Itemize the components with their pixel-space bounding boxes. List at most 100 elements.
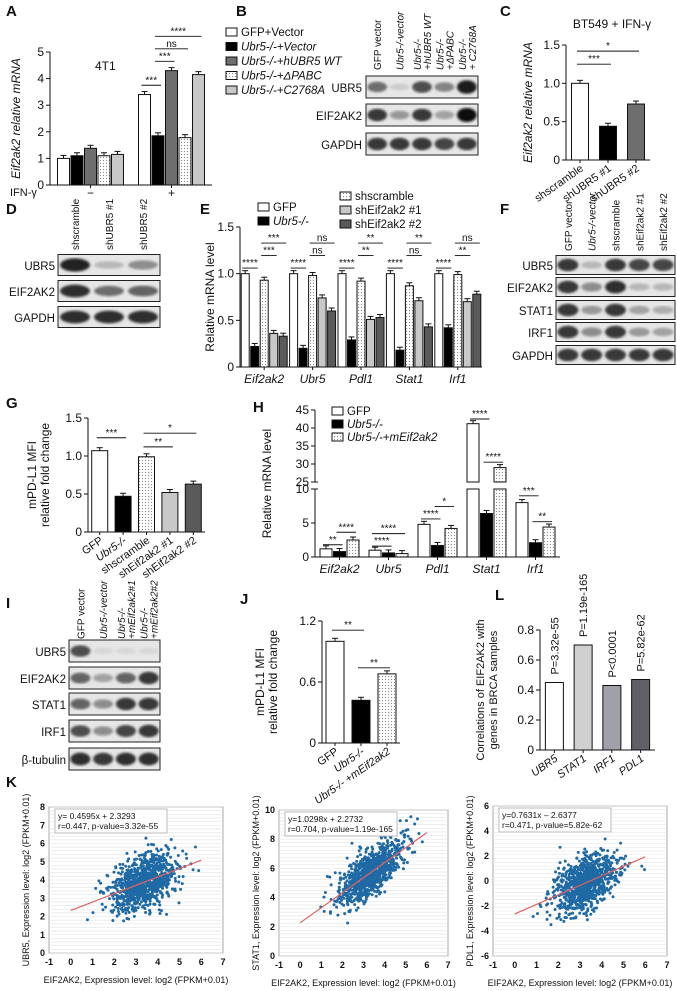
y-tick-label: 1.2 — [299, 614, 316, 628]
scatter-point — [582, 896, 586, 900]
y-tick-label: 3 — [40, 893, 45, 903]
scatter-point — [144, 903, 148, 907]
scatter-point — [382, 854, 386, 858]
chart-title: 4T1 — [95, 59, 116, 73]
y-tick-label: 4 — [40, 875, 45, 885]
significance-label: * — [168, 423, 172, 434]
scatter-point — [370, 867, 374, 871]
scatter-point — [348, 873, 352, 877]
scatter-point — [564, 916, 568, 920]
scatter-point — [364, 850, 368, 854]
scatter-point — [560, 874, 564, 878]
bar — [573, 644, 593, 751]
scatter-point — [360, 885, 364, 889]
scatter-point — [545, 892, 549, 896]
scatter-point — [394, 866, 398, 870]
scatter-point — [570, 871, 574, 875]
scatter-point — [564, 880, 568, 884]
blot-lane-label-line: Ubr5-/- — [140, 607, 151, 639]
y-axis-label: genes in BRCA samples — [488, 630, 500, 749]
scatter-point — [144, 870, 148, 874]
scatter-point — [134, 887, 138, 891]
scatter-point — [588, 856, 592, 860]
scatter-point — [552, 889, 556, 893]
blot-lane-label: shscramble — [612, 199, 623, 251]
blot-row — [68, 747, 161, 771]
scatter-point — [588, 883, 592, 887]
scatter-point — [376, 841, 380, 845]
y-axis-label: STAT1, Expression level: log2 (FPKM+0.01… — [251, 795, 261, 971]
regression-line — [514, 856, 646, 915]
scatter-point — [564, 897, 568, 901]
scatter-point — [131, 907, 135, 911]
scatter-point — [115, 878, 119, 882]
scatter-point — [111, 918, 115, 922]
y-axis-label: Relative mRNA level — [203, 242, 217, 351]
regression-annotation: y= 0.4595x + 2.3293 — [58, 811, 136, 821]
blot-protein-label: UBR5 — [35, 647, 66, 659]
scatter-point — [142, 861, 146, 865]
bar — [84, 147, 97, 186]
bar — [178, 137, 192, 186]
scatter-point — [565, 907, 569, 911]
blot-band — [652, 306, 674, 314]
scatter-point — [127, 910, 131, 914]
scatter-point — [363, 900, 367, 904]
blot-protein-label: GAPDH — [512, 351, 553, 363]
scatter-point — [396, 843, 400, 847]
bar — [453, 274, 463, 368]
scatter-point — [580, 863, 584, 867]
scatter-point — [102, 891, 106, 895]
scatter-point — [184, 852, 188, 856]
y-tick-label: 1.0 — [217, 267, 234, 281]
scatter-point — [173, 859, 177, 863]
scatter-point — [148, 899, 152, 903]
scatter-point — [560, 880, 564, 884]
blot-row — [68, 692, 161, 716]
scatter-point — [576, 850, 580, 854]
y-tick-label: 7 — [40, 820, 45, 830]
blot-band — [581, 261, 603, 269]
y-tick-label: 0.5 — [217, 313, 234, 327]
significance-label: **** — [472, 409, 488, 420]
scatter-point — [112, 897, 116, 901]
bar — [515, 502, 529, 558]
scatter-point — [367, 852, 371, 856]
scatter-point — [361, 892, 365, 896]
y-tick-label: 5 — [302, 516, 309, 530]
scatter-point — [378, 877, 382, 881]
scatter-point — [387, 850, 391, 854]
scatter-point — [136, 898, 140, 902]
bar — [111, 153, 124, 186]
blot-band — [628, 305, 650, 315]
scatter-point — [124, 899, 128, 903]
bar — [151, 135, 165, 186]
scatter-point — [597, 889, 601, 893]
scatter-point — [132, 861, 136, 865]
scatter-point — [400, 841, 404, 845]
legend-swatch — [339, 205, 352, 215]
blot-band — [581, 305, 603, 315]
x-tick-label: 7 — [664, 960, 669, 970]
scatter-point — [374, 861, 378, 865]
scatter-point — [358, 892, 362, 896]
x-tick-label: 0 — [68, 957, 73, 967]
scatter-point — [157, 900, 161, 904]
blot-band — [652, 348, 674, 362]
scatter-point — [574, 865, 578, 869]
scatter-point — [403, 833, 407, 837]
panel-label-B: B — [236, 3, 247, 20]
y-tick-label: 0 — [484, 876, 489, 886]
legend-label: Ubr5-/-+mEif2ak2 — [347, 432, 438, 444]
scatter-point — [115, 897, 119, 901]
bar — [602, 685, 622, 751]
y-tick-label: 0.4 — [517, 683, 534, 697]
scatter-point — [589, 853, 593, 857]
scatter-point — [337, 890, 341, 894]
scatter-point — [148, 896, 152, 900]
blot-protein-label: EIF2AK2 — [507, 283, 553, 295]
blot-band — [93, 673, 114, 683]
scatter-point — [181, 849, 185, 853]
scatter-point — [576, 896, 580, 900]
scatter-point — [139, 890, 143, 894]
